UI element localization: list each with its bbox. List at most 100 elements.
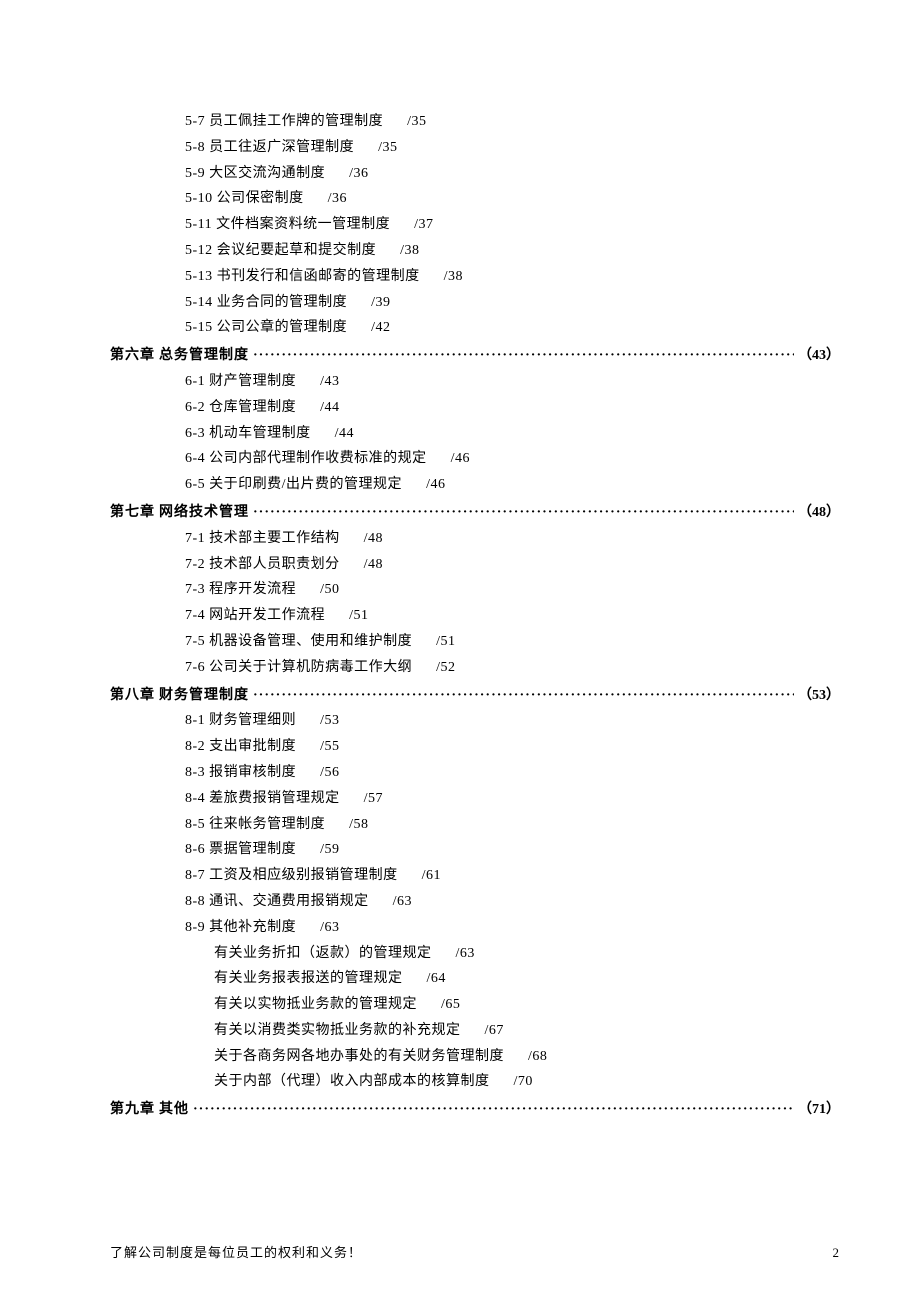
item-title: 财务管理细则 — [209, 713, 296, 728]
toc-item: 7-6 公司关于计算机防病毒工作大纲/52 — [110, 656, 840, 680]
subitem-page: /68 — [528, 1049, 547, 1064]
item-code: 6-2 — [185, 400, 205, 415]
item-page: /51 — [349, 608, 368, 623]
item-title: 公司公章的管理制度 — [217, 320, 348, 335]
item-title: 员工佩挂工作牌的管理制度 — [209, 114, 383, 129]
subitem-title: 关于各商务网各地办事处的有关财务管理制度 — [214, 1049, 504, 1064]
subitem-title: 有关以实物抵业务款的管理规定 — [214, 997, 417, 1012]
item-title: 仓库管理制度 — [209, 400, 296, 415]
subitem-page: /64 — [427, 971, 446, 986]
item-title: 通讯、交通费用报销规定 — [209, 894, 369, 909]
toc-item: 6-1 财产管理制度/43 — [110, 370, 840, 394]
toc-item: 6-5 关于印刷费/出片费的管理规定/46 — [110, 473, 840, 497]
item-code: 8-1 — [185, 713, 205, 728]
subitem-title: 有关业务报表报送的管理规定 — [214, 971, 403, 986]
toc-item: 6-3 机动车管理制度/44 — [110, 422, 840, 446]
item-page: /53 — [320, 713, 339, 728]
item-title: 支出审批制度 — [209, 739, 296, 754]
item-code: 8-7 — [185, 868, 205, 883]
toc-item: 5-11 文件档案资料统一管理制度/37 — [110, 213, 840, 237]
table-of-contents: 5-7 员工佩挂工作牌的管理制度/355-8 员工往返广深管理制度/355-9 … — [110, 110, 840, 1122]
item-page: /44 — [335, 426, 354, 441]
item-page: /55 — [320, 739, 339, 754]
toc-item: 8-9 其他补充制度/63 — [110, 916, 840, 940]
item-code: 6-5 — [185, 477, 205, 492]
leader-dots — [193, 1098, 794, 1122]
item-title: 其他补充制度 — [209, 920, 296, 935]
leader-dots — [253, 684, 794, 708]
toc-item: 8-6 票据管理制度/59 — [110, 838, 840, 862]
item-title: 票据管理制度 — [209, 842, 296, 857]
chapter-title: 总务管理制度 — [159, 344, 249, 368]
item-title: 公司关于计算机防病毒工作大纲 — [209, 660, 412, 675]
toc-item: 7-5 机器设备管理、使用和维护制度/51 — [110, 630, 840, 654]
chapter-label: 第七章 — [110, 501, 155, 525]
item-page: /37 — [414, 217, 433, 232]
item-page: /38 — [444, 269, 463, 284]
item-code: 7-4 — [185, 608, 205, 623]
toc-subitem: 有关业务报表报送的管理规定/64 — [110, 967, 840, 991]
item-title: 网站开发工作流程 — [209, 608, 325, 623]
toc-item: 8-7 工资及相应级别报销管理制度/61 — [110, 864, 840, 888]
item-code: 8-6 — [185, 842, 205, 857]
item-title: 差旅费报销管理规定 — [209, 791, 340, 806]
toc-chapter: 第八章财务管理制度（53） — [110, 684, 840, 708]
footer-page-number: 2 — [833, 1242, 841, 1264]
chapter-page: （71） — [798, 1098, 840, 1122]
item-code: 8-9 — [185, 920, 205, 935]
item-code: 6-4 — [185, 451, 205, 466]
toc-item: 5-10 公司保密制度/36 — [110, 187, 840, 211]
item-code: 7-1 — [185, 531, 205, 546]
toc-item: 8-3 报销审核制度/56 — [110, 761, 840, 785]
toc-chapter: 第七章网络技术管理（48） — [110, 501, 840, 525]
item-code: 5-7 — [185, 114, 205, 129]
item-page: /59 — [320, 842, 339, 857]
item-code: 8-4 — [185, 791, 205, 806]
toc-item: 8-8 通讯、交通费用报销规定/63 — [110, 890, 840, 914]
item-title: 技术部主要工作结构 — [209, 531, 340, 546]
item-code: 5-13 — [185, 269, 213, 284]
chapter-page: （48） — [798, 501, 840, 525]
toc-chapter: 第九章其他（71） — [110, 1098, 840, 1122]
item-page: /63 — [393, 894, 412, 909]
item-page: /38 — [400, 243, 419, 258]
chapter-label: 第六章 — [110, 344, 155, 368]
item-code: 5-14 — [185, 295, 213, 310]
toc-item: 7-2 技术部人员职责划分/48 — [110, 553, 840, 577]
item-page: /36 — [349, 166, 368, 181]
item-page: /35 — [378, 140, 397, 155]
item-code: 8-8 — [185, 894, 205, 909]
item-code: 5-12 — [185, 243, 213, 258]
toc-item: 8-5 往来帐务管理制度/58 — [110, 813, 840, 837]
item-page: /39 — [371, 295, 390, 310]
item-title: 会议纪要起草和提交制度 — [217, 243, 377, 258]
item-code: 5-8 — [185, 140, 205, 155]
toc-subitem: 有关以实物抵业务款的管理规定/65 — [110, 993, 840, 1017]
item-page: /52 — [436, 660, 455, 675]
item-page: /48 — [364, 557, 383, 572]
item-code: 8-2 — [185, 739, 205, 754]
item-page: /43 — [320, 374, 339, 389]
toc-item: 5-7 员工佩挂工作牌的管理制度/35 — [110, 110, 840, 134]
item-title: 关于印刷费/出片费的管理规定 — [209, 477, 402, 492]
subitem-page: /63 — [456, 946, 475, 961]
item-page: /42 — [371, 320, 390, 335]
leader-dots — [253, 344, 794, 368]
item-page: /46 — [451, 451, 470, 466]
item-title: 文件档案资料统一管理制度 — [216, 217, 390, 232]
toc-item: 6-2 仓库管理制度/44 — [110, 396, 840, 420]
toc-item: 7-1 技术部主要工作结构/48 — [110, 527, 840, 551]
toc-subitem: 关于内部（代理）收入内部成本的核算制度/70 — [110, 1070, 840, 1094]
item-page: /50 — [320, 582, 339, 597]
toc-item: 5-13 书刊发行和信函邮寄的管理制度/38 — [110, 265, 840, 289]
subitem-page: /70 — [514, 1074, 533, 1089]
item-page: /36 — [328, 191, 347, 206]
toc-item: 6-4 公司内部代理制作收费标准的规定/46 — [110, 447, 840, 471]
toc-item: 7-4 网站开发工作流程/51 — [110, 604, 840, 628]
item-code: 5-10 — [185, 191, 213, 206]
item-page: /48 — [364, 531, 383, 546]
chapter-label: 第八章 — [110, 684, 155, 708]
item-title: 公司内部代理制作收费标准的规定 — [209, 451, 427, 466]
toc-subitem: 有关业务折扣（返款）的管理规定/63 — [110, 942, 840, 966]
subitem-page: /65 — [441, 997, 460, 1012]
